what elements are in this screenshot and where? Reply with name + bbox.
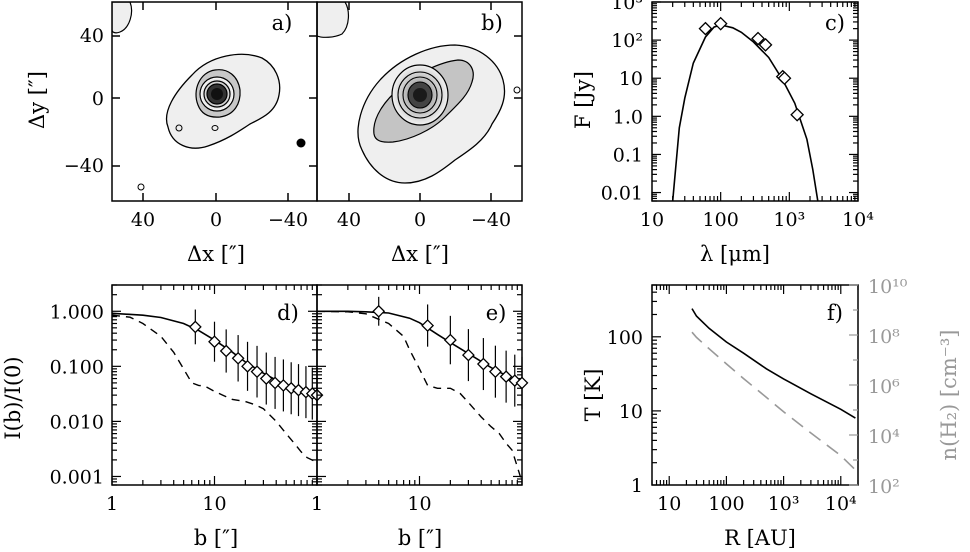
map-b-xtick: −40: [471, 209, 511, 231]
panel-d-data-point: [276, 379, 290, 392]
panel-d-xlabel: b [″]: [194, 526, 238, 550]
panel-c-data-point: [698, 21, 713, 36]
panel-c-ytick-label: 10³: [611, 0, 643, 14]
panel-c-data-point: [751, 31, 765, 46]
map-a-ytick: 40: [80, 25, 104, 47]
panel-e-data-point: [499, 370, 513, 384]
panel-f-y2tick-label: 10⁸: [868, 326, 900, 348]
map-b-xtick: 0: [414, 209, 426, 231]
panel-f-y2tick-label: 10⁴: [868, 426, 900, 448]
panel-f-ytick-label: 10: [619, 401, 643, 423]
panel-f-y2label: n(H₂) [cm⁻³]: [937, 330, 961, 461]
panel-f-temperature-curve: [691, 308, 856, 419]
map-ylabel: Δy [″]: [25, 71, 49, 129]
panel-d-beam-curve: [111, 314, 318, 464]
panel-c-ytick-label: 10: [619, 68, 643, 90]
panel-c-ytick-label: 0.01: [601, 183, 643, 205]
panel-c-data-point: [790, 107, 805, 122]
map-a-xtick: 0: [210, 209, 222, 231]
panel-e-xtick-label: 10: [407, 493, 431, 515]
panel-e-data-point: [421, 319, 435, 332]
panel-e-label: e): [486, 301, 507, 325]
panel-c-xtick-label: 10³: [773, 209, 805, 231]
panel-d-data-point: [208, 335, 221, 349]
map-a-xticks: 40 0 −40: [131, 209, 308, 231]
panel-c-label: c): [825, 11, 845, 35]
panel-f-ytick-label: 100: [607, 327, 643, 349]
panel-f-xtick-label: 10: [657, 493, 681, 515]
panel-d-xtick-label: 1: [106, 493, 118, 515]
map-axes: [111, 1, 523, 202]
panel-c-ylabel: F [Jy]: [571, 71, 595, 129]
panel-c: 10 100 10³ 10⁴ 0.01 0.1 1.0 10 10² 10³: [601, 0, 875, 231]
panel-d-data-point: [250, 365, 264, 379]
panel-d-data-point: [219, 344, 233, 358]
panel-d-data-point: [284, 381, 298, 395]
panel-c-ytick-label: 10²: [611, 30, 643, 52]
panel-d-xtick-label: 1: [311, 493, 323, 515]
map-b-xlabel: Δx [″]: [391, 242, 449, 266]
beam-marker: [296, 138, 306, 148]
map-a-xtick: 40: [131, 209, 155, 231]
map-a-yticks: 40 0 −40: [64, 25, 104, 177]
panel-a: [112, 2, 306, 191]
map-a-xtick: −40: [268, 209, 308, 231]
panel-c-xtick-label: 10: [640, 209, 664, 231]
panel-a-map: [112, 2, 306, 191]
panel-d-ytick-label: 1.000: [50, 301, 104, 323]
panel-b-label: b): [481, 11, 503, 35]
panel-c-ytick-label: 0.1: [613, 144, 643, 166]
panel-d-xtick-label: 10: [202, 493, 226, 515]
panel-f-xtick-label: 10⁴: [825, 493, 857, 515]
map-a-ytick: −40: [64, 155, 104, 177]
panel-e: 1 10: [311, 284, 529, 515]
map-b-xticks: 40 0 −40: [337, 209, 511, 231]
panel-c-xtick-label: 100: [703, 209, 739, 231]
map-a-ytick: 0: [92, 88, 104, 110]
panel-c-ytick-label: 1.0: [613, 106, 643, 128]
panel-d-data-point: [188, 320, 202, 334]
panel-c-data-point: [758, 37, 773, 52]
panel-e-data-point: [443, 333, 457, 347]
panel-c-model-curve: [671, 24, 819, 202]
panel-f-y2tick-label: 10⁶: [868, 376, 900, 398]
panel-f: 10 100 10³ 10⁴ 1 10 100 10² 10⁴ 10⁶ 10⁸ 10¹⁰: [607, 276, 908, 515]
panel-d-data-point: [231, 351, 245, 365]
map-a-xlabel: Δx [″]: [187, 242, 245, 266]
panel-d-data-point: [241, 359, 254, 373]
panel-f-ytick-label: 1: [631, 475, 643, 497]
panel-c-data-point: [713, 16, 728, 31]
panel-c-frame: [651, 1, 859, 202]
panel-e-data-point: [461, 348, 475, 362]
panel-f-density-curve: [691, 331, 856, 471]
panel-d-ytick-label: 0.100: [50, 356, 104, 378]
panel-f-ylabel: T [K]: [581, 369, 605, 422]
panel-c-xtick-label: 10⁴: [842, 209, 874, 231]
panel-e-xtick-label: 1: [311, 493, 323, 515]
panel-e-data-point: [372, 304, 386, 318]
panel-f-label: f): [827, 301, 843, 325]
panel-d-ytick-label: 0.010: [50, 411, 104, 433]
panel-e-data-point: [488, 365, 502, 379]
panel-f-y2tick-label: 10²: [868, 476, 900, 498]
panel-d-data-point: [259, 372, 273, 385]
panel-e-data-point: [515, 376, 529, 390]
panel-f-xtick-label: 100: [708, 493, 744, 515]
panel-e-xlabel: b [″]: [398, 526, 442, 550]
panel-f-xtick-label: 10³: [768, 493, 800, 515]
panel-b: [317, 2, 521, 184]
panel-f-xlabel: R [AU]: [724, 526, 796, 550]
panel-d-ylabel: I(b)/I(0): [1, 356, 25, 439]
panel-f-y2tick-label: 10¹⁰: [868, 276, 908, 298]
panel-b-map: [317, 2, 521, 184]
panel-a-label: a): [272, 11, 293, 35]
panel-c-xlabel: λ [μm]: [700, 242, 770, 266]
panel-d-label: d): [277, 301, 299, 325]
panel-c-data-point: [777, 71, 792, 86]
panel-e-beam-curve: [316, 310, 523, 483]
map-b-xtick: 40: [337, 209, 361, 231]
panel-e-data-point: [476, 357, 490, 371]
panel-d-ytick-label: 0.001: [50, 466, 104, 488]
